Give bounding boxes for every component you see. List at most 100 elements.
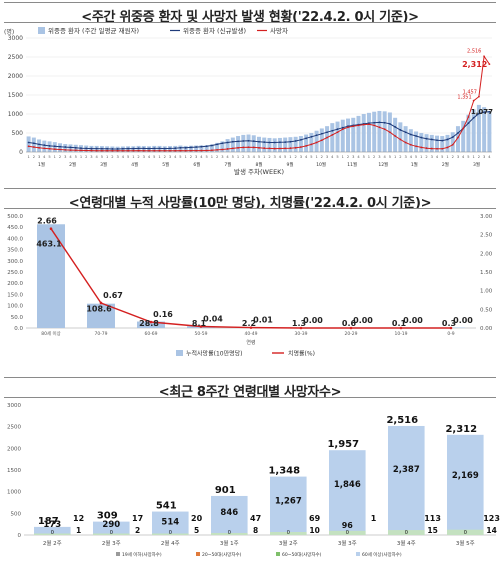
bar-value-label: 1,846 (334, 480, 361, 490)
x-tick-label: 4 (279, 155, 282, 159)
line-new-severe-point (425, 137, 428, 140)
line-deaths-point (190, 149, 192, 152)
x-tick-label: 4 (200, 155, 203, 159)
y-tick-label: 500 (11, 511, 22, 517)
x-tick-label: 3 (143, 155, 145, 159)
line-new-severe-point (27, 141, 30, 144)
bar-value-label: 2,169 (452, 471, 479, 481)
point-label: 2,312 (462, 60, 487, 69)
line-deaths-point (284, 147, 287, 150)
bar-inpatient (42, 140, 47, 152)
x-tick-label: 3 (195, 155, 197, 159)
line-deaths-point (85, 149, 88, 152)
line-new-severe-point (310, 135, 313, 138)
line-new-severe-point (237, 140, 239, 143)
bar-60plus (34, 526, 71, 535)
x-tick-label: 1 (263, 155, 265, 159)
bar-death-rate (87, 303, 115, 328)
legend-label: 치명률(%) (288, 350, 315, 358)
bar-50s (93, 533, 130, 535)
line-new-severe-point (420, 136, 423, 139)
line-deaths-point (315, 141, 318, 144)
month-label: 7월 (224, 161, 231, 168)
line-deaths-point (32, 146, 35, 148)
bar-value-label: 846 (220, 508, 238, 518)
x-tick-label: 3 (457, 155, 459, 159)
line-new-severe-point (127, 147, 130, 150)
line-deaths-point (420, 146, 423, 149)
y-tick-label: 350.0 (7, 248, 23, 254)
x-tick-label: 4 (96, 155, 99, 159)
x-tick-label: 4 (122, 155, 125, 159)
line-new-severe-point (263, 141, 266, 144)
line-deaths-point (137, 149, 140, 152)
x-tick-label: 3 (326, 155, 328, 159)
line-point (49, 227, 53, 230)
bar-inpatient (466, 114, 471, 152)
y-tick-label: 300.0 (7, 259, 23, 265)
bar-inpatient (220, 141, 225, 152)
point-label: 1,077 (471, 108, 493, 116)
bar-inpatient (408, 129, 413, 152)
line-new-severe-point (388, 122, 391, 125)
x-tick-label: 3 (352, 155, 354, 159)
line-deaths-point (111, 149, 114, 152)
x-tick-label: 3 (38, 155, 40, 159)
line-new-severe-point (69, 146, 72, 149)
bar-50s (152, 533, 189, 535)
zero-label: 0 (464, 530, 467, 536)
recent-title-top-divider (4, 377, 496, 378)
bar-inpatient (372, 111, 377, 152)
line-deaths-point (200, 149, 203, 152)
side-label: 5 (194, 526, 199, 535)
bar-inpatient (209, 144, 214, 152)
line-new-severe-point (111, 148, 114, 150)
line-new-severe-point (169, 147, 171, 150)
bar-inpatient (450, 132, 455, 152)
x-tick-label: 2 (347, 155, 349, 159)
x-tick-label: 3 (169, 155, 171, 159)
bar-inpatient (419, 133, 424, 152)
line-point (299, 326, 303, 330)
bar-inpatient (178, 145, 183, 152)
x-tick-label: 30-39 (294, 331, 307, 337)
line-deaths-point (27, 145, 30, 148)
bar-value-label: 108.6 (86, 305, 112, 314)
side-label: 1 (76, 526, 81, 535)
bar-inpatient (298, 136, 303, 152)
legend-label: 위중증 환자 (신규발생) (183, 26, 246, 35)
bar-inpatient (393, 117, 398, 152)
line-new-severe-point (279, 141, 281, 144)
line-new-severe-point (38, 143, 40, 146)
line-deaths-point (179, 149, 182, 152)
line-deaths-point (116, 149, 119, 152)
line-point (99, 301, 103, 305)
legend-swatch-rate (176, 350, 183, 356)
x-tick-label: 3 (404, 155, 406, 159)
line-deaths-point (326, 136, 328, 139)
legend-label: 사망자 (270, 26, 288, 35)
legend-label: 60세 이상(사망자수) (362, 551, 402, 558)
x-tick-label: 2 (425, 155, 427, 159)
x-tick-label: 2 (59, 155, 61, 159)
x-tick-label: 2 (268, 155, 270, 159)
x-tick-label: 2 (373, 155, 375, 159)
month-label: 4월 (131, 161, 138, 168)
x-tick-label: 1 (106, 155, 108, 159)
x-tick-label: 2 (242, 155, 244, 159)
x-tick-label: 5 (284, 155, 286, 159)
line-new-severe-point (174, 147, 177, 150)
bar-inpatient (277, 137, 282, 152)
x-tick-label: 1 (237, 155, 239, 159)
x-tick-label: 3월 3주 (338, 539, 357, 547)
x-tick-label: 1 (289, 155, 291, 159)
x-tick-label: 50-59 (194, 331, 207, 337)
bar-value-label: 173 (43, 520, 61, 530)
x-axis-title: 발생 주차(WEEK) (234, 167, 284, 176)
line-deaths-point (74, 149, 77, 152)
x-tick-label: 5 (389, 155, 391, 159)
x-tick-label: 5 (363, 155, 365, 159)
bar-50s (329, 530, 366, 535)
point-label: 2,516 (467, 48, 481, 54)
month-label: 1월 (38, 161, 45, 168)
